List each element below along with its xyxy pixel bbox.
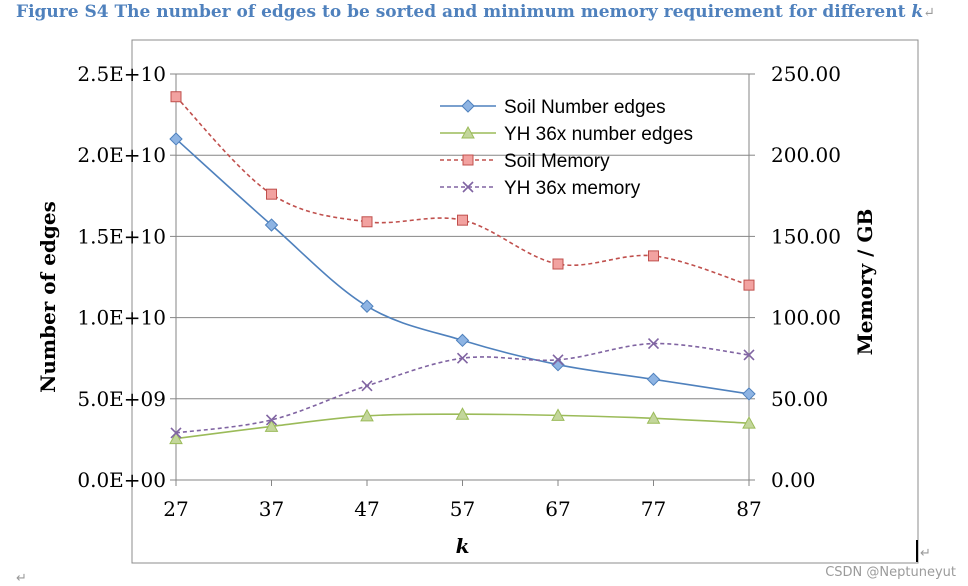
right-tick-label: 200.00 xyxy=(771,143,841,167)
legend-label-yh-36x-number-edges: YH 36x number edges xyxy=(504,124,693,145)
legend-marker-soil-memory xyxy=(462,154,474,166)
point-yh-36x-memory xyxy=(743,349,755,361)
point-soil-memory xyxy=(361,216,373,228)
right-axis-title: Memory / GB xyxy=(853,209,877,356)
paragraph-mark-right: ↵ xyxy=(920,546,931,561)
point-yh-36x-number-edges xyxy=(455,407,470,420)
watermark: CSDN @Neptuneyut xyxy=(825,565,956,580)
x-tick-label: 67 xyxy=(545,497,570,521)
right-tick-label: 100.00 xyxy=(771,306,841,330)
legend-marker-yh-36x-number-edges xyxy=(461,125,475,139)
point-soil-number-edges xyxy=(169,132,183,146)
point-soil-memory xyxy=(266,188,277,200)
legend-label-soil-number-edges: Soil Number edges xyxy=(504,97,666,118)
text-cursor xyxy=(916,540,918,562)
point-yh-36x-number-edges xyxy=(169,431,183,445)
point-soil-memory xyxy=(457,214,468,226)
point-yh-36x-number-edges xyxy=(551,408,565,421)
point-soil-memory xyxy=(648,250,659,262)
right-tick-label: 0.00 xyxy=(771,468,816,492)
left-tick-label: 1.5E+10 xyxy=(77,224,166,248)
point-yh-36x-number-edges xyxy=(742,416,756,429)
point-soil-number-edges xyxy=(264,218,279,232)
x-tick-label: 77 xyxy=(641,497,666,521)
left-tick-label: 2.0E+10 xyxy=(77,143,166,167)
point-soil-memory xyxy=(743,279,755,291)
point-yh-36x-memory xyxy=(265,414,278,426)
point-soil-number-edges xyxy=(742,387,756,401)
point-soil-number-edges xyxy=(646,372,661,387)
x-tick-label: 37 xyxy=(259,497,284,521)
figure-title: Figure S4 The number of edges to be sort… xyxy=(16,2,935,22)
right-tick-label: 150.00 xyxy=(771,224,841,248)
x-tick-label: 27 xyxy=(163,497,188,521)
x-tick-label: 57 xyxy=(450,497,475,521)
right-tick-label: 50.00 xyxy=(771,387,828,411)
legend-marker-soil-number-edges xyxy=(461,99,475,113)
figure-title-k: k xyxy=(911,2,924,22)
x-tick-label: 87 xyxy=(736,497,761,521)
left-tick-label: 2.5E+10 xyxy=(77,62,166,86)
series-line-soil-number-edges xyxy=(175,138,750,395)
point-soil-number-edges xyxy=(360,299,374,313)
left-tick-label: 0.0E+00 xyxy=(77,468,166,492)
point-yh-36x-memory xyxy=(552,354,564,366)
legend-marker-yh-36x-memory xyxy=(462,181,474,193)
figure-title-mark: ↵ xyxy=(923,5,935,21)
point-yh-36x-number-edges xyxy=(264,419,279,432)
paragraph-mark-left: ↵ xyxy=(16,571,27,586)
point-soil-memory xyxy=(170,91,182,103)
left-tick-label: 5.0E+09 xyxy=(77,387,166,411)
left-tick-label: 1.0E+10 xyxy=(77,306,166,330)
point-yh-36x-number-edges xyxy=(360,408,374,422)
point-yh-36x-memory xyxy=(170,427,182,439)
point-yh-36x-number-edges xyxy=(646,411,661,424)
legend-label-yh-36x-memory: YH 36x memory xyxy=(504,178,641,199)
x-tick-label: 47 xyxy=(354,497,379,521)
chart-frame xyxy=(131,39,919,564)
figure-title-text: Figure S4 The number of edges to be sort… xyxy=(16,2,912,22)
point-yh-36x-memory xyxy=(647,338,660,350)
right-tick-label: 250.00 xyxy=(771,62,841,86)
point-soil-number-edges xyxy=(455,333,470,348)
point-yh-36x-memory xyxy=(456,352,469,364)
point-yh-36x-memory xyxy=(361,380,373,392)
left-axis-title: Number of edges xyxy=(36,201,60,393)
x-axis-title: k xyxy=(456,534,470,558)
point-soil-memory xyxy=(552,258,564,270)
legend-label-soil-memory: Soil Memory xyxy=(504,151,610,172)
